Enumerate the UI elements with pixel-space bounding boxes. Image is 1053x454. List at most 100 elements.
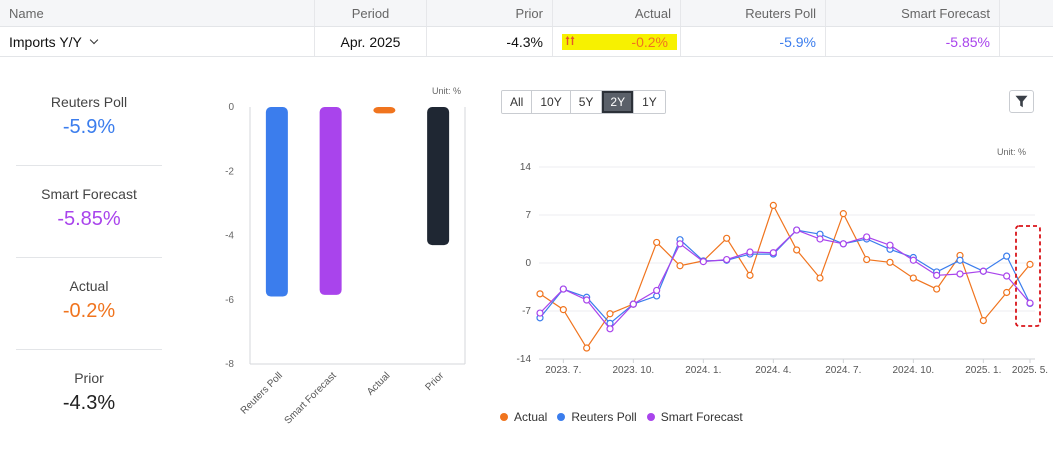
series-line [539,203,1031,350]
data-point [746,248,754,256]
filter-icon [1015,95,1028,108]
stat-label: Reuters Poll [50,94,128,110]
data-point [863,255,871,264]
y-tick-label: -8 [225,359,234,370]
data-point [909,256,917,264]
range-selector: All 10Y 5Y 2Y 1Y [501,90,666,114]
stat-actual: Actual -0.2% [16,258,162,350]
header-reuters-poll: Reuters Poll [681,0,826,26]
data-point [536,309,544,317]
stat-prior: Prior -4.3% [16,350,162,442]
data-point [583,344,591,352]
data-point [979,317,987,325]
stat-value: -5.9% [62,116,116,138]
data-point [583,296,591,304]
header-smart-forecast: Smart Forecast [826,0,1000,26]
range-2y-button[interactable]: 2Y [602,91,635,113]
data-point [793,246,801,254]
y-tick-label: 7 [525,210,531,221]
x-tick-label: 2023. 10. [612,365,654,376]
x-tick-label: Smart Forecast [283,370,339,426]
data-point [886,241,894,249]
range-5y-button[interactable]: 5Y [570,91,603,113]
legend-dot [646,413,655,421]
x-tick-label: 2025. 5. [1012,365,1048,376]
y-tick-label: -14 [517,354,532,365]
header-period: Period [315,0,427,26]
data-point [629,300,637,308]
stat-value: -4.3% [62,392,116,414]
data-point [1003,288,1011,297]
stats-panel: Reuters Poll -5.9% Smart Forecast -5.85%… [16,74,162,442]
data-point [839,240,847,248]
data-point [909,274,917,282]
data-point [606,325,614,333]
data-point [839,210,847,218]
x-tick-label: 2024. 1. [685,365,721,376]
x-tick-label: 2024. 4. [755,365,791,376]
legend-item-smart-forecast[interactable]: Smart Forecast [646,410,743,424]
data-point [676,240,684,248]
y-tick-label: 14 [520,162,532,173]
filter-button[interactable] [1009,90,1034,113]
cell-prior: -4.3% [427,27,553,56]
range-1y-button[interactable]: 1Y [634,91,665,113]
data-point [769,249,777,257]
header-actual: Actual [553,0,681,26]
data-point [816,235,824,243]
header-name: Name [0,0,315,26]
y-tick-label: -2 [225,166,234,177]
cell-actual: -0.2% [553,27,681,56]
y-tick-label: -4 [225,231,234,242]
legend-item-actual[interactable]: Actual [500,410,547,424]
chevron-down-icon [89,35,99,45]
series-line [539,229,1031,325]
x-tick-label: 2024. 7. [825,365,861,376]
stat-smart-forecast: Smart Forecast -5.85% [16,166,162,258]
stat-value: -0.2% [62,300,116,322]
history-line-chart: Unit: % 14 7 0 -7 -14 2023. 7. 2023. 10. 2024. 1… [517,147,1049,376]
data-point [699,258,707,266]
legend-item-reuters-poll[interactable]: Reuters Poll [557,410,637,424]
cell-smart-forecast: -5.85% [826,27,1000,56]
data-point [933,285,941,293]
data-point [536,290,544,298]
data-point [1003,272,1011,280]
stat-label: Prior [74,370,104,386]
stat-value: -5.85% [57,208,121,230]
data-point [653,238,661,247]
data-point [1026,299,1034,307]
data-point [559,306,567,314]
bar [265,107,288,297]
data-point [559,285,567,293]
table-header: Name Period Prior Actual Reuters Poll Sm… [0,0,1053,27]
range-10y-button[interactable]: 10Y [532,91,571,113]
x-tick-label: Prior [424,370,447,393]
data-point [956,270,964,278]
legend-dot [557,413,566,421]
chart-unit-label: Unit: % [997,147,1026,157]
up-arrows-icon [565,35,575,49]
x-tick-label: 2023. 7. [545,365,581,376]
bar [373,107,396,114]
bar [427,107,450,246]
indicator-selector[interactable]: Imports Y/Y [0,27,315,56]
bar [319,107,342,295]
range-all-button[interactable]: All [502,91,533,113]
stat-label: Smart Forecast [41,186,137,202]
stat-label: Actual [69,278,109,294]
data-point [723,255,731,264]
data-point [863,233,871,241]
data-point [816,274,824,282]
data-point [1003,252,1011,260]
row-spacer [1000,27,1053,56]
actual-highlight: -0.2% [562,33,677,50]
y-tick-label: 0 [228,102,234,113]
stat-reuters-poll: Reuters Poll -5.9% [16,74,162,166]
x-tick-label: Reuters Poll [239,370,285,416]
data-point [1026,260,1034,268]
y-tick-label: -6 [225,295,234,306]
legend-label: Smart Forecast [660,410,743,424]
data-point [886,258,894,266]
y-tick-label: -7 [522,306,531,317]
